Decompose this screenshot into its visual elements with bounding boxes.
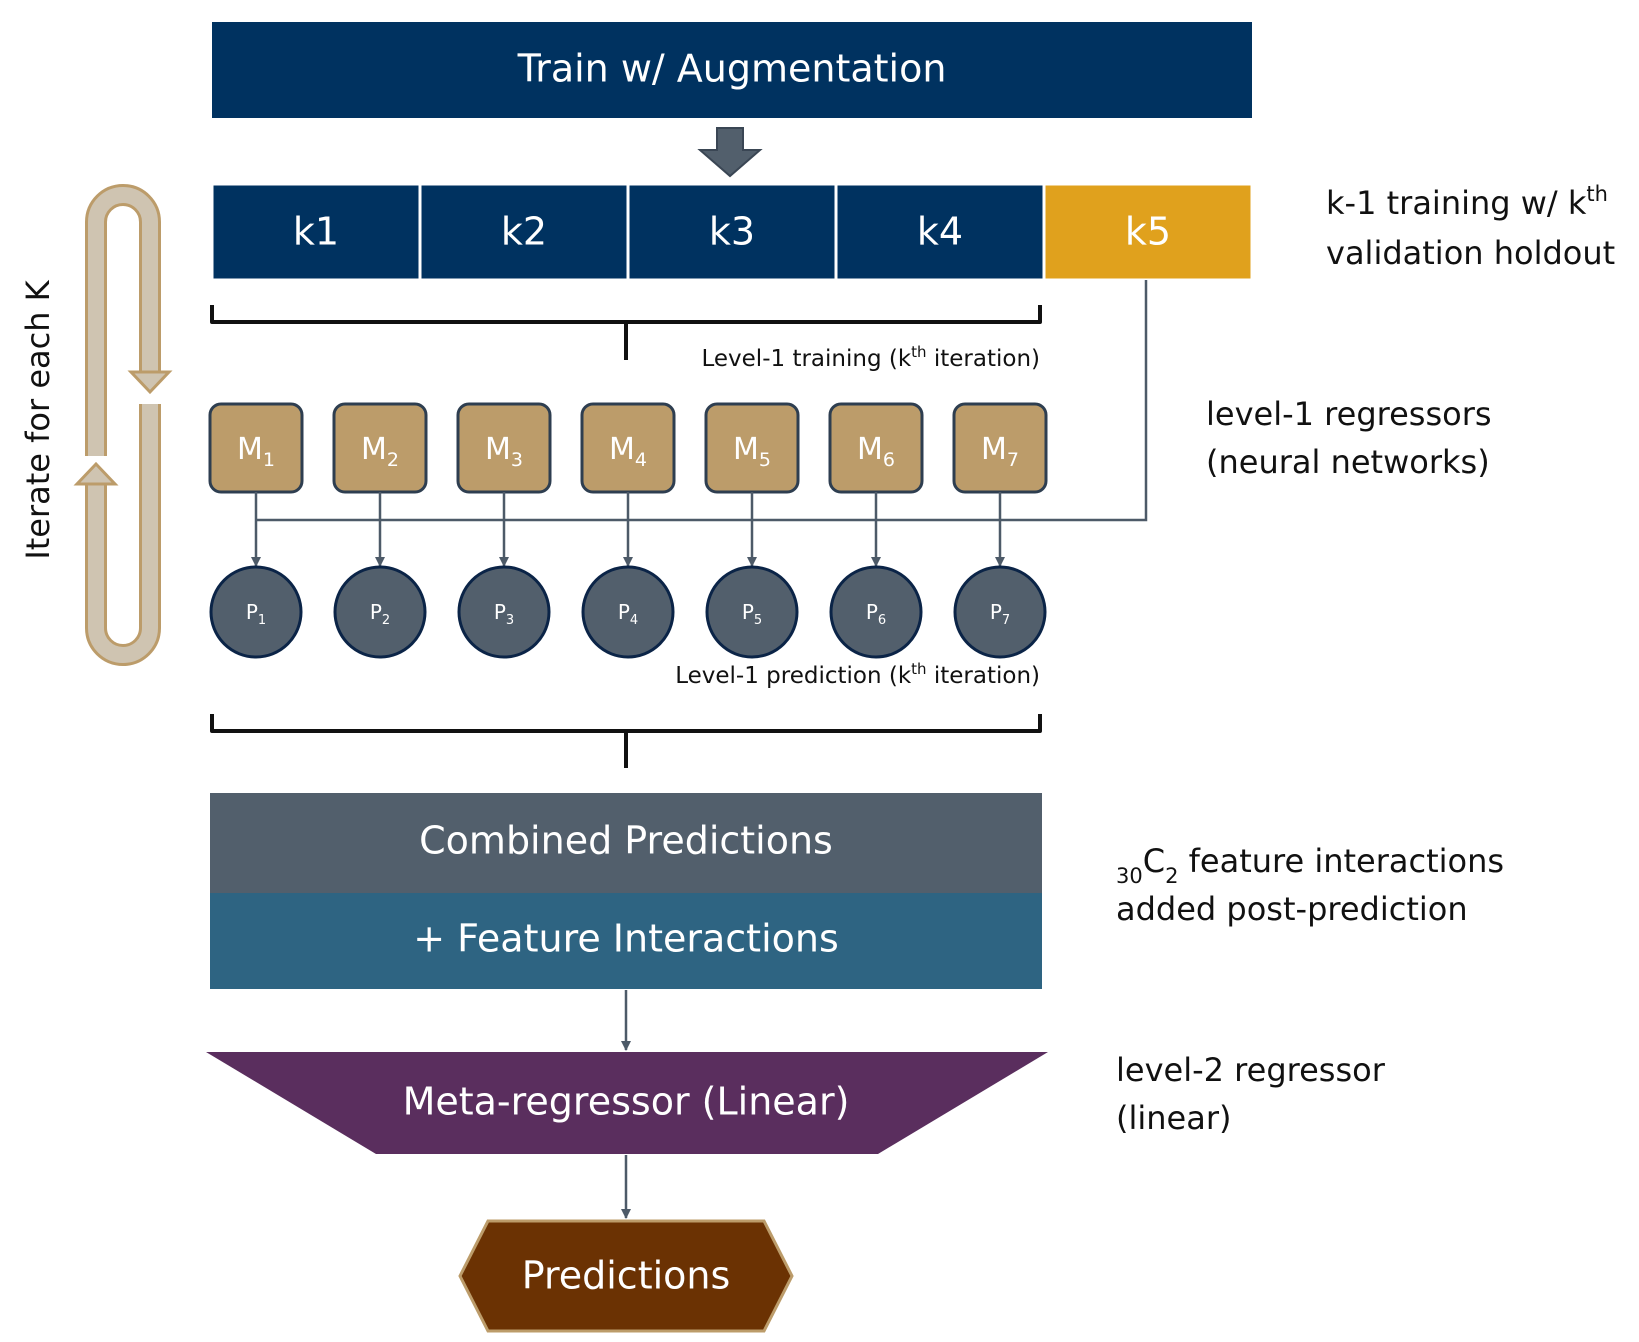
level1-training-label: Level-1 training (kth iteration) xyxy=(701,343,1040,372)
model-label: M3 xyxy=(485,432,523,471)
model-m5: M5 xyxy=(704,402,800,494)
model-label: M1 xyxy=(237,432,275,471)
fold-note-line1: k-1 training w/ kth xyxy=(1326,182,1608,222)
meta-regressor: Meta-regressor (Linear) xyxy=(206,1052,1048,1154)
fold-k2: k2 xyxy=(418,182,630,282)
train-box: Train w/ Augmentation xyxy=(212,22,1252,118)
final-predictions: Predictions xyxy=(458,1219,794,1333)
training-brace xyxy=(210,305,1042,360)
iterate-label: Iterate for each K xyxy=(19,279,57,559)
final-predictions-label: Predictions xyxy=(522,1254,731,1298)
holdout-connector xyxy=(256,280,1148,522)
model-label: M2 xyxy=(361,432,399,471)
feature-interactions-label: + Feature Interactions xyxy=(413,917,839,961)
model-prediction-arrows xyxy=(251,492,1005,567)
prediction-circle xyxy=(457,565,551,659)
model-label: M6 xyxy=(857,432,895,471)
train-box-rect xyxy=(212,22,1252,118)
prediction-p7: P7 xyxy=(953,565,1047,659)
fold-label: k4 xyxy=(917,210,963,254)
model-m4: M4 xyxy=(580,402,676,494)
meta-note-line1: level-2 regressor xyxy=(1116,1051,1386,1089)
model-m1: M1 xyxy=(208,402,304,494)
fold-k3: k3 xyxy=(626,182,838,282)
prediction-circle xyxy=(953,565,1047,659)
model-m2: M2 xyxy=(332,402,428,494)
down-block-arrow xyxy=(697,127,763,178)
combined-predictions-box xyxy=(210,793,1042,893)
fold-box xyxy=(834,182,1046,282)
fold-box xyxy=(626,182,838,282)
combined-predictions-block: Combined Predictions + Feature Interacti… xyxy=(210,793,1042,989)
meta-regressor-label: Meta-regressor (Linear) xyxy=(403,1080,850,1124)
feature-interactions-box xyxy=(210,893,1042,989)
level1-prediction-label: Level-1 prediction (kth iteration) xyxy=(675,660,1040,689)
fold-k1: k1 xyxy=(210,182,422,282)
model-m6: M6 xyxy=(828,402,924,494)
meta-note-line2: (linear) xyxy=(1116,1099,1231,1137)
fold-k4: k4 xyxy=(834,182,1046,282)
prediction-label: P6 xyxy=(866,600,886,628)
folds-row: k1 k2 k3 k4 k5 xyxy=(210,182,1254,282)
prediction-circle xyxy=(581,565,675,659)
prediction-label: P4 xyxy=(618,600,638,628)
train-box-label: Train w/ Augmentation xyxy=(517,47,947,91)
fold-box xyxy=(210,182,422,282)
fold-note-line2: validation holdout xyxy=(1326,234,1615,272)
prediction-brace xyxy=(210,714,1042,768)
prediction-p2: P2 xyxy=(333,565,427,659)
combined-note-line1: 30C2 feature interactions xyxy=(1116,842,1504,888)
fold-label: k5 xyxy=(1125,210,1171,254)
prediction-circle xyxy=(333,565,427,659)
prediction-label: P1 xyxy=(246,600,266,628)
prediction-p4: P4 xyxy=(581,565,675,659)
model-label: M7 xyxy=(981,432,1019,471)
fold-box xyxy=(418,182,630,282)
models-note-line2: (neural networks) xyxy=(1206,443,1490,481)
fold-k5: k5 xyxy=(1042,182,1254,282)
combined-note-line2: added post-prediction xyxy=(1116,890,1468,928)
final-predictions-shape xyxy=(458,1219,794,1333)
prediction-label: P3 xyxy=(494,600,514,628)
model-label: M5 xyxy=(733,432,771,471)
predictions-row: P1 P2 P3 P4 P5 P6 P7 xyxy=(209,565,1047,659)
prediction-label: P7 xyxy=(990,600,1010,628)
combined-predictions-label: Combined Predictions xyxy=(419,819,833,863)
fold-label: k3 xyxy=(709,210,755,254)
models-note-line1: level-1 regressors xyxy=(1206,395,1492,433)
prediction-circle xyxy=(705,565,799,659)
models-row: M1 M2 M3 M4 M5 M6 M7 xyxy=(208,402,1048,494)
prediction-label: P5 xyxy=(742,600,762,628)
iterate-loop-icon xyxy=(73,184,173,666)
model-label: M4 xyxy=(609,432,647,471)
model-m3: M3 xyxy=(456,402,552,494)
model-m7: M7 xyxy=(952,402,1048,494)
prediction-p3: P3 xyxy=(457,565,551,659)
fold-label: k2 xyxy=(501,210,547,254)
prediction-p6: P6 xyxy=(829,565,923,659)
fold-label: k1 xyxy=(293,210,339,254)
fold-box xyxy=(1042,182,1254,282)
prediction-circle xyxy=(829,565,923,659)
prediction-p1: P1 xyxy=(209,565,303,659)
prediction-p5: P5 xyxy=(705,565,799,659)
prediction-circle xyxy=(209,565,303,659)
prediction-label: P2 xyxy=(370,600,390,628)
meta-regressor-shape xyxy=(206,1052,1048,1154)
